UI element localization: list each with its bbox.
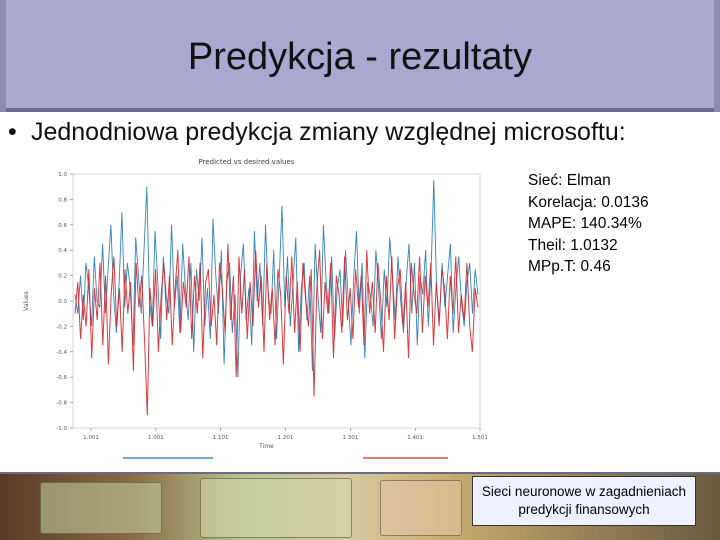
banknote-image (40, 482, 162, 534)
y-tick-label: 0.0 (58, 299, 67, 305)
x-axis-label: Time (258, 443, 274, 450)
chart-title: Predicted vs desired values (199, 158, 295, 166)
stat-theil: Theil: 1.0132 (528, 236, 618, 254)
bullet-icon: • (8, 118, 17, 146)
x-tick-label: 1.401 (407, 435, 423, 441)
footer-caption: Sieci neuronowe w zagadnieniach predykcj… (472, 476, 696, 526)
stat-mppt: MPp.T: 0.46 (528, 258, 611, 275)
x-tick-label: 1.301 (342, 435, 358, 441)
bullet-item: • Jednodniowa predykcja zmiany względnej… (8, 118, 626, 147)
banknote-image (200, 478, 352, 538)
stat-correlation: Korelacja: 0.0136 (528, 193, 649, 211)
y-tick-label: -0.8 (56, 401, 67, 407)
y-tick-label: 0.8 (58, 197, 67, 203)
x-tick-label: 1.201 (278, 435, 294, 441)
y-tick-label: -0.2 (56, 324, 67, 330)
footer-line-2: predykcji finansowych (518, 502, 650, 517)
x-tick-label: 1.101 (213, 435, 229, 441)
x-tick-label: 1.001 (83, 435, 99, 441)
y-tick-label: -0.4 (56, 350, 67, 356)
y-tick-label: -0.6 (56, 375, 67, 381)
title-bar: Predykcja - rezultaty (0, 0, 720, 112)
y-tick-label: 0.4 (58, 248, 67, 254)
y-tick-label: 0.6 (58, 223, 67, 229)
series-line-2 (74, 243, 479, 416)
x-tick-label: 1.501 (472, 435, 488, 441)
stats-panel: Sieć: Elman Korelacja: 0.0136 MAPE: 140.… (528, 170, 649, 278)
x-tick-label: 1.001 (148, 435, 164, 441)
y-tick-label: 0.2 (58, 274, 67, 280)
stat-network: Sieć: Elman (528, 172, 611, 189)
bullet-text: Jednodniowa predykcja zmiany względnej m… (30, 118, 626, 146)
y-axis-label: Values (23, 291, 30, 311)
stat-mape: MAPE: 140.34% (528, 215, 642, 232)
footer-line-1: Sieci neuronowe w zagadnieniach (481, 484, 687, 499)
y-tick-label: -1.0 (56, 426, 67, 432)
page-title: Predykcja - rezultaty (187, 36, 533, 78)
chart: Predicted vs desired values 1.0 0.8 0.6 0.4 0… (23, 158, 488, 459)
y-tick-label: 1.0 (58, 172, 67, 178)
banknote-image (380, 480, 462, 536)
